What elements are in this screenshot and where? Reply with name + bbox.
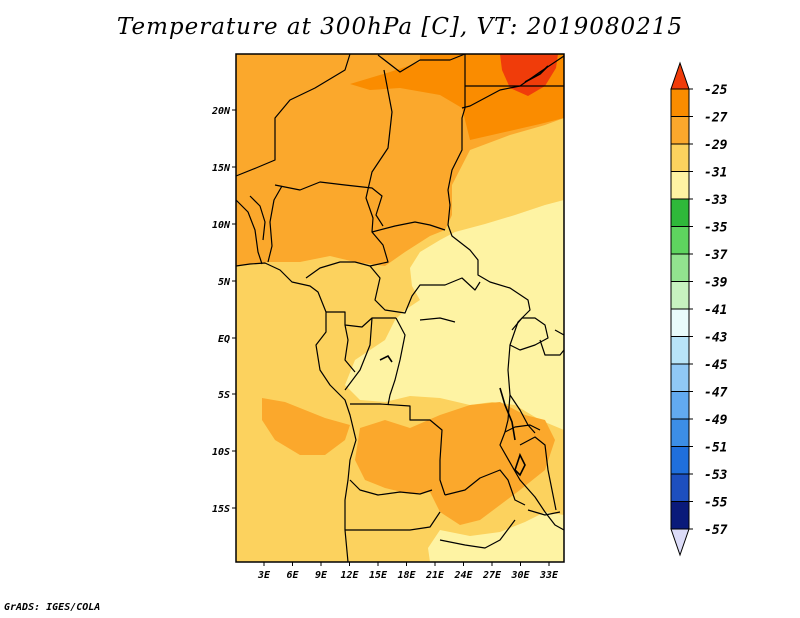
colorbar-box [670,418,690,447]
lon-label: 33E [539,570,559,581]
colorbar-label: -31 [704,166,727,181]
colorbar-box [670,143,690,172]
axis-labels: 20N 15N 10N 5N EQ 5S 10S 15S 3E 6E 9E 12E 15E 18E 21E 2… [211,106,559,581]
band-29-31-southwest [262,398,350,455]
band-31-33-south [428,512,564,562]
colorbar-box [670,473,690,502]
page-title: Temperature at 300hPa [C], VT: 201908021… [116,14,684,40]
colorbar-label: -25 [704,83,728,98]
colorbar-box [670,391,690,420]
lake-outlines [379,65,549,477]
grads-credit: GrADS: IGES/COLA [4,602,101,613]
colorbar-label: -39 [704,276,728,291]
lat-label: 5N [218,277,231,288]
colorbar-box [670,171,690,200]
lat-label: 15S [212,504,230,515]
colorbar-box [670,226,690,255]
lon-label: 21E [425,570,445,581]
band-31-33-east [345,200,564,430]
lon-label: 18E [397,570,416,581]
colorbar-label: -27 [704,111,728,126]
colorbar-label: -43 [704,331,728,346]
colorbar-label: -55 [704,496,728,511]
colorbar-label: -35 [704,221,728,236]
lon-label: 27E [482,570,502,581]
lat-label: 20N [211,106,231,117]
colorbar-label: -33 [704,193,728,208]
colorbar-label: -49 [704,413,728,428]
colorbar-box [670,253,690,282]
lat-label: 10S [212,447,230,458]
lon-label: 15E [369,570,388,581]
colorbar-legend: -25 -27 -29 -31 -33 -35 -37 -39 -41 -43 -45 -47 -49 -… [670,61,728,557]
colorbar-box [670,308,690,337]
colorbar-label: -45 [704,358,728,373]
temperature-fill [236,54,564,562]
lon-label: 24E [453,570,473,581]
lat-label: 15N [212,163,231,174]
colorbar-top-arrow [670,61,690,90]
colorbar-label: -51 [704,441,727,456]
lon-label: 6E [286,570,299,581]
lat-label: EQ [218,334,230,345]
colorbar-box [670,281,690,310]
country-borders [235,53,565,563]
colorbar-label: -57 [704,523,728,538]
lat-label: 10N [212,220,231,231]
colorbar-label: -47 [704,386,728,401]
colorbar-box [670,198,690,227]
colorbar-box [670,446,690,475]
colorbar-bottom-arrow [670,528,690,557]
colorbar-box [670,88,690,117]
colorbar-label: -29 [704,138,728,153]
lon-label: 3E [257,570,271,581]
colorbar-box [670,116,690,145]
colorbar-label: -53 [704,468,728,483]
colorbar-label: -41 [704,303,727,318]
lon-label: 12E [340,570,359,581]
colorbar-box [670,501,690,530]
lon-label: 9E [315,570,328,581]
map-frame [235,53,565,563]
colorbar-label: -37 [704,248,728,263]
lat-label: 5S [218,390,230,401]
lon-label: 30E [510,570,530,581]
colorbar-box [670,363,690,392]
colorbar-box [670,336,690,365]
